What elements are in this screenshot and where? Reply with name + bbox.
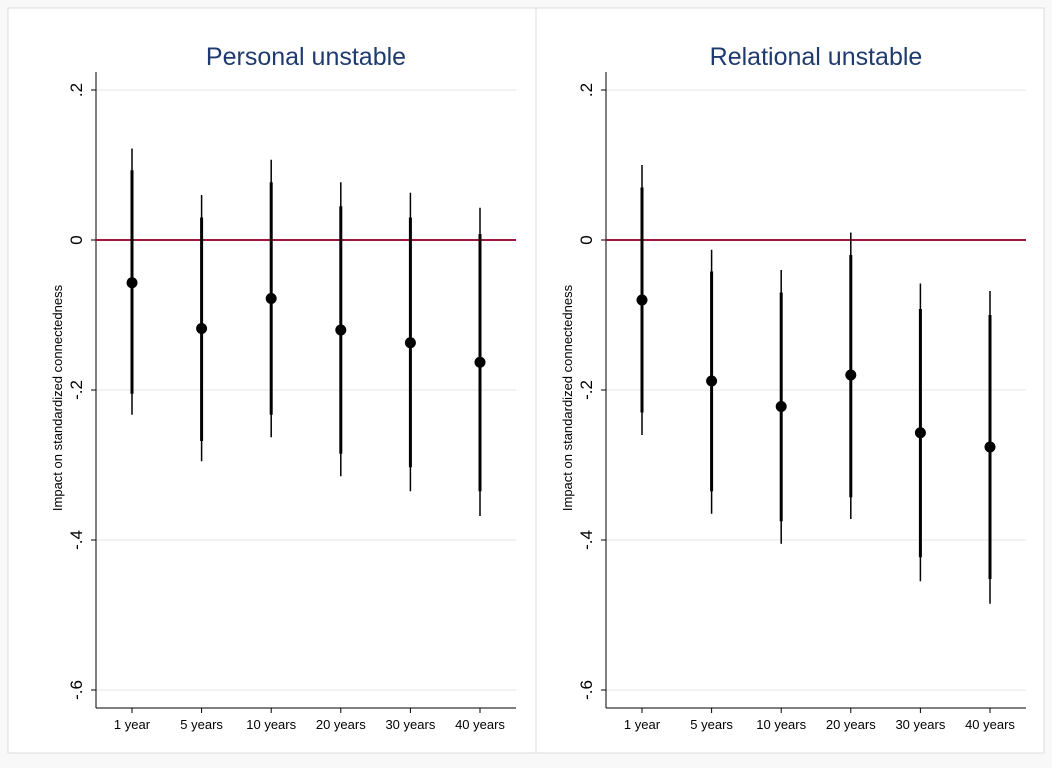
x-tick-label: 1 year	[624, 717, 661, 732]
chart-panel-2: Relational unstable .2 0 -.2 -.4 -.6 Impact on…	[535, 7, 1045, 754]
chart-title: Personal unstable	[206, 43, 406, 71]
y-tick-label: .2	[577, 83, 596, 97]
x-tick-label: 10 years	[246, 717, 296, 732]
y-tick-label: -.6	[577, 680, 596, 700]
data-point	[404, 337, 416, 349]
y-axis-label: Impact on standardized connectedness	[560, 284, 575, 511]
x-tick-label: 1 year	[114, 717, 151, 732]
data-point	[126, 277, 138, 289]
y-tick-label: 0	[67, 235, 86, 244]
y-tick-label: -.6	[67, 680, 86, 700]
data-point	[636, 294, 648, 306]
y-tick-label: .2	[67, 83, 86, 97]
y-tick-label: -.4	[577, 530, 596, 550]
x-tick-label: 40 years	[455, 717, 505, 732]
y-tick-label: 0	[577, 235, 596, 244]
y-tick-label: -.2	[67, 380, 86, 400]
data-point	[265, 293, 277, 304]
x-tick-label: 30 years	[895, 717, 945, 732]
x-tick-label: 5 years	[180, 717, 223, 732]
y-axis-label: Impact on standardized connectedness	[50, 284, 65, 511]
y-tick-label: -.2	[577, 380, 596, 400]
x-tick-label: 5 years	[690, 717, 733, 732]
data-point	[474, 356, 486, 368]
y-tick-label: -.4	[67, 530, 86, 550]
data-point	[984, 441, 996, 453]
chart-title: Relational unstable	[710, 43, 923, 71]
x-tick-label: 30 years	[385, 717, 435, 732]
x-tick-label: 40 years	[965, 717, 1015, 732]
data-point	[845, 369, 857, 381]
panel-background	[535, 7, 1045, 754]
x-tick-label: 20 years	[826, 717, 876, 732]
x-tick-label: 10 years	[756, 717, 806, 732]
chart-panel-1: Personal unstable .2 0 -.2 -.4 -.6 Impact on s…	[7, 7, 537, 754]
data-point	[196, 323, 208, 334]
data-point	[914, 427, 926, 439]
x-tick-label: 20 years	[316, 717, 366, 732]
data-point	[706, 375, 718, 387]
data-point	[335, 324, 347, 336]
data-point	[775, 401, 787, 412]
